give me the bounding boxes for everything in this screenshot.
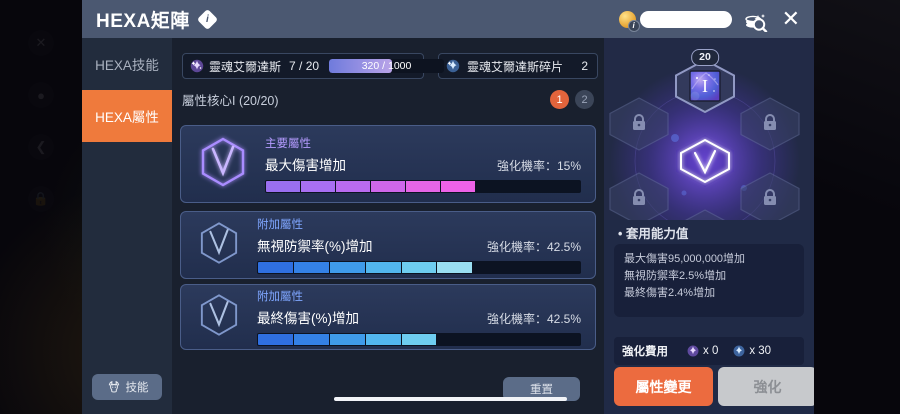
- svg-text:I: I: [702, 76, 708, 96]
